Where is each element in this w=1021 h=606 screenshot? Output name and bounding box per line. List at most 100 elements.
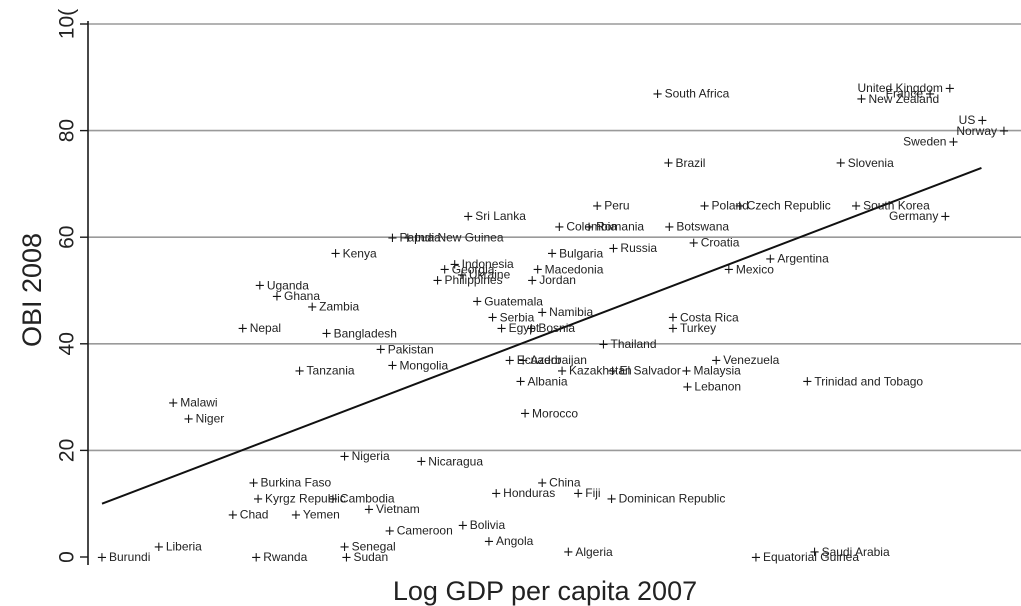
data-point: +: [330, 247, 341, 262]
point-label: Russia: [620, 241, 657, 255]
data-point: +: [851, 199, 862, 214]
data-point: +: [598, 337, 609, 352]
point-label: Nepal: [250, 321, 281, 335]
point-label: Croatia: [701, 236, 740, 250]
data-point: +: [341, 551, 352, 566]
data-point: +: [491, 487, 502, 502]
data-point: +: [668, 321, 679, 336]
y-tick-label: 40: [55, 332, 78, 355]
point-label: El Salvador: [620, 364, 681, 378]
data-point: +: [248, 476, 259, 491]
data-point: +: [944, 82, 955, 97]
point-label: Cambodia: [340, 492, 395, 506]
point-label: Bangladesh: [334, 326, 397, 340]
point-label: Macedonia: [545, 262, 604, 276]
data-point: +: [682, 380, 693, 395]
point-label: Algeria: [575, 545, 613, 559]
data-point: +: [608, 241, 619, 256]
point-label: Dominican Republic: [619, 492, 726, 506]
point-label: Morocco: [532, 406, 578, 420]
point-label: China: [549, 476, 581, 490]
point-label: Angola: [496, 534, 534, 548]
data-point: +: [999, 124, 1010, 139]
point-label: Nigeria: [352, 449, 390, 463]
data-point: +: [723, 263, 734, 278]
point-label: Pakistan: [388, 342, 434, 356]
data-point: +: [97, 551, 108, 566]
point-label: Poland: [712, 198, 749, 212]
point-label: Peru: [604, 198, 629, 212]
data-point: +: [663, 156, 674, 171]
point-label: France: [886, 86, 924, 100]
x-axis-label: Log GDP per capita 2007: [393, 576, 697, 606]
data-point: +: [168, 396, 179, 411]
point-label: Lebanon: [694, 380, 741, 394]
y-tick-label: 20: [55, 439, 78, 462]
data-point: +: [472, 295, 483, 310]
point-label: Argentina: [777, 252, 829, 266]
data-point: +: [387, 231, 398, 246]
data-point: +: [547, 247, 558, 262]
data-point: +: [688, 236, 699, 251]
data-point: +: [254, 279, 265, 294]
point-label: Sri Lanka: [475, 209, 526, 223]
data-point: +: [554, 220, 565, 235]
data-point: +: [802, 375, 813, 390]
point-label: Sweden: [903, 134, 946, 148]
point-label: Uganda: [267, 278, 309, 292]
point-label: Botswana: [676, 220, 729, 234]
data-point: +: [592, 199, 603, 214]
fit-line: [102, 168, 981, 504]
point-label: Turkey: [680, 321, 716, 335]
point-label: Mongolia: [399, 358, 448, 372]
data-point: +: [387, 359, 398, 374]
point-label: Bolivia: [470, 518, 506, 532]
y-axis-ticks: 0 20 40 60 80 10(: [55, 9, 88, 563]
point-label: Zambia: [319, 300, 359, 314]
data-point: +: [321, 327, 332, 342]
point-label: US: [959, 113, 976, 127]
y-tick-label: 0: [55, 551, 78, 563]
data-point: +: [183, 412, 194, 427]
point-label: Trinidad and Tobago: [814, 374, 923, 388]
data-point: +: [416, 455, 427, 470]
point-label: India: [415, 230, 441, 244]
data-point: +: [504, 353, 515, 368]
data-point: +: [384, 524, 395, 539]
point-label: Thailand: [611, 337, 657, 351]
point-label: Germany: [889, 209, 938, 223]
data-point: +: [699, 199, 710, 214]
data-point: +: [227, 508, 238, 523]
point-label: Nicaragua: [428, 454, 483, 468]
point-label: Romania: [596, 220, 644, 234]
point-label: Philippines: [445, 273, 503, 287]
point-label: Yemen: [303, 508, 340, 522]
data-point: +: [457, 519, 468, 534]
data-point: +: [484, 535, 495, 550]
point-label: Saudi Arabia: [822, 545, 890, 559]
y-axis-label: OBI 2008: [17, 233, 47, 347]
data-point: +: [237, 321, 248, 336]
point-label: Rwanda: [263, 550, 307, 564]
point-label: South Africa: [665, 86, 730, 100]
data-point: +: [515, 375, 526, 390]
data-point: +: [432, 273, 443, 288]
data-point: +: [290, 508, 301, 523]
data-point: +: [835, 156, 846, 171]
data-point: +: [520, 407, 531, 422]
point-label: Kenya: [343, 246, 377, 260]
data-point: +: [750, 551, 761, 566]
point-label: Czech Republic: [747, 198, 831, 212]
data-point: +: [463, 209, 474, 224]
data-point: +: [251, 551, 262, 566]
point-label: Liberia: [166, 540, 202, 554]
point-label: Brazil: [675, 156, 705, 170]
point-label: Guatemala: [484, 294, 543, 308]
data-point: +: [563, 545, 574, 560]
data-point: +: [339, 449, 350, 464]
point-label: Honduras: [503, 486, 555, 500]
data-point: +: [681, 364, 692, 379]
point-label: Chad: [240, 508, 269, 522]
point-label: Fiji: [585, 486, 600, 500]
